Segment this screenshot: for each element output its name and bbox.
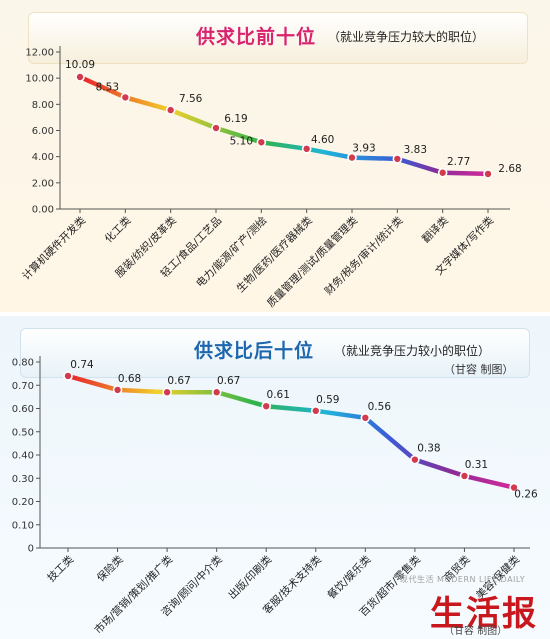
bottom-data-label: 0.59 (316, 394, 339, 406)
top-y-tick-label: 0.00 (32, 205, 54, 216)
top-data-label: 2.77 (447, 156, 470, 168)
bottom-data-point (410, 454, 420, 465)
top-data-label: 5.10 (230, 135, 253, 147)
top-data-point (483, 169, 493, 179)
top-category-label: 化工类 (102, 214, 134, 246)
panel-separator (0, 312, 550, 316)
bottom-chart-credit: （甘容 制图） (444, 363, 514, 376)
bottom-data-label: 0.61 (267, 389, 290, 401)
bottom-y-tick-label: 0.80 (12, 358, 34, 369)
newspaper-logo: 生活报 (430, 594, 538, 634)
bottom-category-label: 技工类 (45, 553, 77, 585)
bottom-title-frame (20, 328, 530, 378)
bottom-line-chart: 0.80 0.70 0.60 0.50 0.40 0.30 0.20 0.10 0 0.74 0.… (12, 356, 538, 636)
top-chart-title: 供求比前十位 (196, 26, 317, 48)
top-y-tick-label: 10.00 (25, 74, 54, 85)
top-category-label: 质量管理/测试/质量管理类 (264, 214, 360, 310)
top-category-label: 翻译类 (419, 214, 451, 246)
top-data-point (437, 167, 448, 178)
top-data-point (165, 105, 176, 115)
bottom-category-label: 出版/印刷类 (226, 553, 275, 602)
top-data-point (120, 92, 131, 103)
bottom-data-point (261, 401, 272, 411)
top-title-frame (28, 12, 528, 64)
top-category-label: 计算机硬件开发类 (20, 214, 89, 283)
bottom-y-tick-label: 0.60 (12, 404, 34, 415)
top-y-tick-label: 8.00 (32, 100, 54, 111)
top-data-label: 3.93 (352, 143, 375, 155)
bottom-y-tick-label: 0.70 (12, 381, 34, 392)
bottom-y-tick-label: 0.50 (12, 427, 34, 438)
top-y-tick-label: 6.00 (32, 126, 54, 137)
bottom-data-label: 0.74 (70, 359, 94, 371)
top-data-label: 7.56 (179, 93, 203, 105)
bottom-y-tick-label: 0.30 (12, 474, 34, 485)
logo-credit: （甘容 制图） (444, 626, 508, 637)
top-data-point (211, 123, 221, 133)
bottom-y-tick-label: 0.20 (12, 497, 34, 508)
bottom-data-label: 0.56 (368, 401, 392, 413)
bottom-category-label: 餐饮/娱乐类 (325, 553, 374, 602)
bottom-data-label: 0.67 (217, 375, 240, 387)
bottom-data-label: 0.38 (417, 443, 440, 455)
bottom-y-tick-label: 0.40 (12, 451, 34, 462)
top-data-label: 8.53 (96, 81, 119, 93)
bottom-data-label: 0.67 (167, 375, 190, 387)
top-data-label: 4.60 (311, 134, 334, 146)
top-y-tick-label: 4.00 (32, 152, 54, 163)
top-data-point (75, 72, 85, 82)
top-data-point (347, 152, 357, 163)
bottom-data-point (112, 385, 123, 395)
top-y-tick-label: 2.00 (32, 178, 54, 189)
bottom-series-line (65, 373, 517, 490)
top-data-label: 2.68 (498, 163, 521, 175)
bottom-data-point (63, 371, 73, 381)
bottom-data-label: 0.68 (118, 373, 141, 385)
top-series-line (77, 74, 491, 177)
top-category-label: 财务/税务/审计/统计类 (322, 214, 406, 298)
bottom-chart-subtitle: （就业竞争压力较小的职位） (334, 344, 491, 358)
top-data-point (256, 137, 267, 148)
bottom-data-point (509, 482, 519, 493)
bottom-chart-title: 供求比后十位 (194, 340, 315, 362)
bottom-data-label: 0.31 (465, 459, 488, 471)
bottom-data-point (211, 387, 222, 398)
bottom-y-tick-label: 0 (28, 544, 34, 555)
top-data-label: 3.83 (404, 144, 427, 156)
bottom-category-label: 保险类 (94, 553, 126, 585)
top-data-label: 6.19 (224, 113, 247, 125)
top-y-tick-label: 12.00 (25, 48, 54, 59)
bottom-data-point (360, 413, 371, 423)
newspaper-watermark: 现代生活 MODERN LIFE DAILY (400, 575, 526, 584)
bottom-data-point (310, 406, 321, 416)
top-category-label: 生物/医药/医疗器械类 (234, 214, 315, 295)
top-line-chart: 12.00 10.00 8.00 6.00 4.00 2.00 0.00 10.098.53… (20, 46, 522, 310)
bottom-data-point (459, 471, 470, 481)
bottom-y-tick-label: 0.10 (12, 520, 34, 531)
top-chart-subtitle: （就业竞争压力较大的职位） (328, 30, 485, 44)
top-data-point (392, 154, 403, 164)
bottom-data-point (162, 387, 172, 398)
top-data-point (301, 144, 312, 154)
bottom-data-label: 0.26 (514, 489, 538, 501)
top-data-label: 10.09 (65, 59, 95, 71)
